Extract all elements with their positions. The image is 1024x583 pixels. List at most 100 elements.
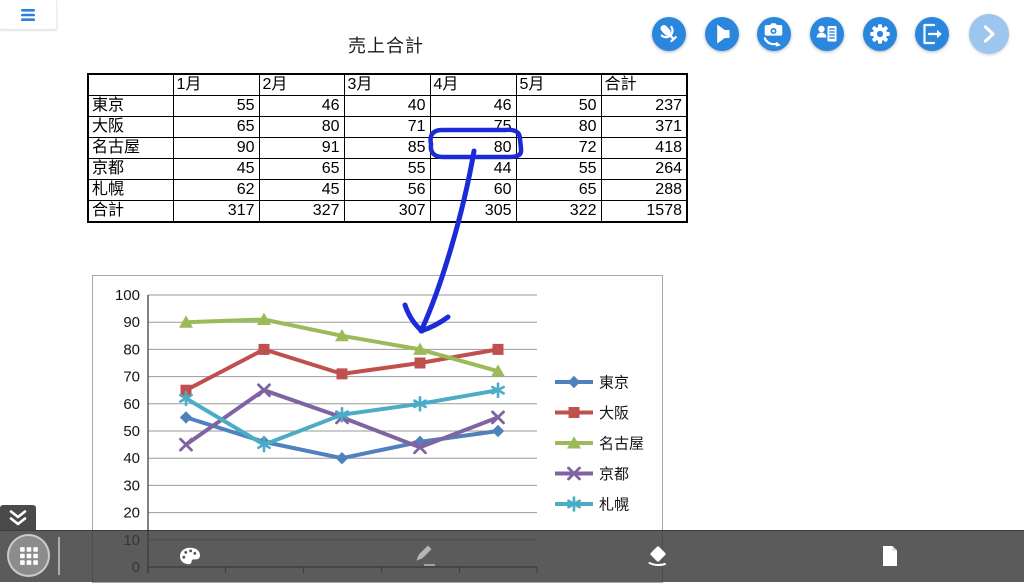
- table-cell: 288: [600, 179, 688, 201]
- table-cell: 56: [343, 179, 431, 201]
- table-row: 札幌 62 45 56 60 65 288: [87, 179, 688, 201]
- table-cell: 307: [343, 200, 431, 223]
- palette-button[interactable]: [173, 539, 207, 573]
- hamburger-icon: [21, 8, 35, 21]
- table-cell: 90: [172, 137, 260, 159]
- table-cell: 85: [343, 137, 431, 159]
- menu-button[interactable]: [0, 0, 57, 30]
- legend-label: 名古屋: [599, 436, 644, 453]
- table-row: 東京 55 46 40 46 50 237: [87, 95, 688, 117]
- apps-button[interactable]: [7, 534, 50, 577]
- table-cell: 72: [515, 137, 602, 159]
- row-label: 札幌: [87, 179, 174, 201]
- row-label: 京都: [87, 158, 174, 180]
- gear-icon: [870, 24, 890, 44]
- sales-table: 1月 2月 3月 4月 5月 合計 東京 55 46 40 46 50 237 大阪 65 80 71 75 80 3…: [87, 73, 688, 223]
- row-label: 合計: [87, 200, 174, 223]
- table-cell: 55: [172, 95, 260, 117]
- speaker-button[interactable]: [705, 17, 739, 51]
- table-cell: 40: [343, 95, 431, 117]
- participants-icon: [816, 25, 837, 42]
- table-cell: 80: [515, 116, 602, 138]
- y-tick-label: 30: [123, 477, 140, 494]
- pencil-icon: [416, 545, 435, 566]
- mic-button[interactable]: [652, 17, 686, 51]
- column-header: 1月: [172, 73, 260, 96]
- switch-camera-icon: [763, 23, 783, 47]
- speaker-icon: [717, 24, 730, 44]
- leave-button[interactable]: [915, 17, 949, 51]
- page-title: 売上合計: [348, 36, 424, 56]
- legend-label: 札幌: [599, 497, 629, 514]
- column-header: 2月: [258, 73, 345, 96]
- settings-button[interactable]: [863, 17, 897, 51]
- row-label: 大阪: [87, 116, 174, 138]
- palette-icon: [180, 547, 200, 565]
- row-label: 東京: [87, 95, 174, 117]
- table-cell: 46: [429, 95, 517, 117]
- y-tick-label: 60: [123, 396, 140, 413]
- new-page-button[interactable]: [873, 539, 907, 573]
- series-大阪: [180, 343, 504, 396]
- eraser-button[interactable]: [641, 539, 675, 573]
- table-cell: 91: [258, 137, 345, 159]
- table-cell: 371: [600, 116, 688, 138]
- column-header: [87, 73, 174, 96]
- table-row: 名古屋 90 91 85 80 72 418: [87, 137, 688, 159]
- series-line: [184, 317, 500, 374]
- y-tick-label: 20: [123, 505, 140, 522]
- column-header: 3月: [343, 73, 431, 96]
- chevron-right-icon: [983, 25, 995, 43]
- participants-button[interactable]: [810, 17, 844, 51]
- table-cell: 65: [258, 158, 345, 180]
- table-cell: 45: [258, 179, 345, 201]
- table-header-row: 1月 2月 3月 4月 5月 合計: [87, 73, 688, 96]
- chevron-down-double-icon: [9, 509, 27, 525]
- series-札幌: [179, 382, 505, 453]
- table-cell: 264: [600, 158, 688, 180]
- legend-label: 京都: [599, 466, 629, 483]
- table-cell: 322: [515, 200, 602, 223]
- y-tick-label: 100: [115, 287, 140, 304]
- table-cell: 45: [172, 158, 260, 180]
- table-cell: 65: [172, 116, 260, 138]
- table-cell: 327: [258, 200, 345, 223]
- next-button[interactable]: [969, 14, 1009, 54]
- bottom-toolbar: [0, 530, 1024, 582]
- table-cell: 55: [343, 158, 431, 180]
- table-cell: 71: [343, 116, 431, 138]
- table-row: 合計 317 327 307 305 322 1578: [87, 200, 688, 223]
- column-header: 合計: [600, 73, 688, 96]
- toolbar-divider: [58, 537, 60, 575]
- table-row: 京都 45 65 55 44 55 264: [87, 158, 688, 180]
- y-tick-label: 40: [123, 450, 140, 467]
- switch-camera-button[interactable]: [757, 17, 791, 51]
- table-cell: 1578: [600, 200, 688, 223]
- column-header: 4月: [429, 73, 517, 96]
- row-label: 名古屋: [87, 137, 174, 159]
- y-tick-label: 90: [123, 314, 140, 331]
- apps-grid-icon: [19, 546, 38, 565]
- collapse-button[interactable]: [0, 505, 36, 530]
- exit-door-icon: [923, 23, 942, 45]
- pen-button[interactable]: [407, 539, 441, 573]
- table-cell: 55: [515, 158, 602, 180]
- table-row: 大阪 65 80 71 75 80 371: [87, 116, 688, 138]
- legend-label: 東京: [599, 375, 629, 392]
- table-cell: 65: [515, 179, 602, 201]
- table-cell: 80: [429, 137, 517, 159]
- table-cell: 44: [429, 158, 517, 180]
- table-cell: 418: [600, 137, 688, 159]
- microphone-icon: [660, 24, 677, 43]
- table-cell: 46: [258, 95, 345, 117]
- table-cell: 50: [515, 95, 602, 117]
- table-cell: 62: [172, 179, 260, 201]
- legend-label: 大阪: [599, 405, 629, 422]
- series-名古屋: [179, 312, 505, 377]
- table-cell: 237: [600, 95, 688, 117]
- eraser-icon: [648, 546, 666, 567]
- table-cell: 75: [429, 116, 517, 138]
- column-header: 5月: [515, 73, 602, 96]
- y-tick-label: 50: [123, 423, 140, 440]
